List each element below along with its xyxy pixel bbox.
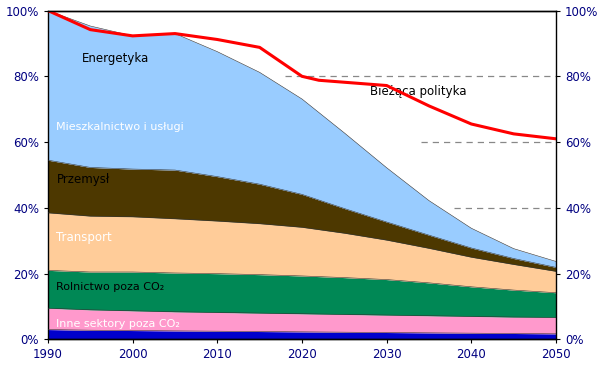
Text: Transport: Transport xyxy=(56,231,112,244)
Text: Przemysł: Przemysł xyxy=(56,174,110,186)
Text: Bieżąca polityka: Bieżąca polityka xyxy=(370,85,466,98)
Text: Energetyka: Energetyka xyxy=(82,52,149,65)
Text: Mieszkalnictwo i usługi: Mieszkalnictwo i usługi xyxy=(56,122,184,132)
Text: Rolnictwo poza CO₂: Rolnictwo poza CO₂ xyxy=(56,282,165,292)
Text: Inne sektory poza CO₂: Inne sektory poza CO₂ xyxy=(56,319,181,328)
